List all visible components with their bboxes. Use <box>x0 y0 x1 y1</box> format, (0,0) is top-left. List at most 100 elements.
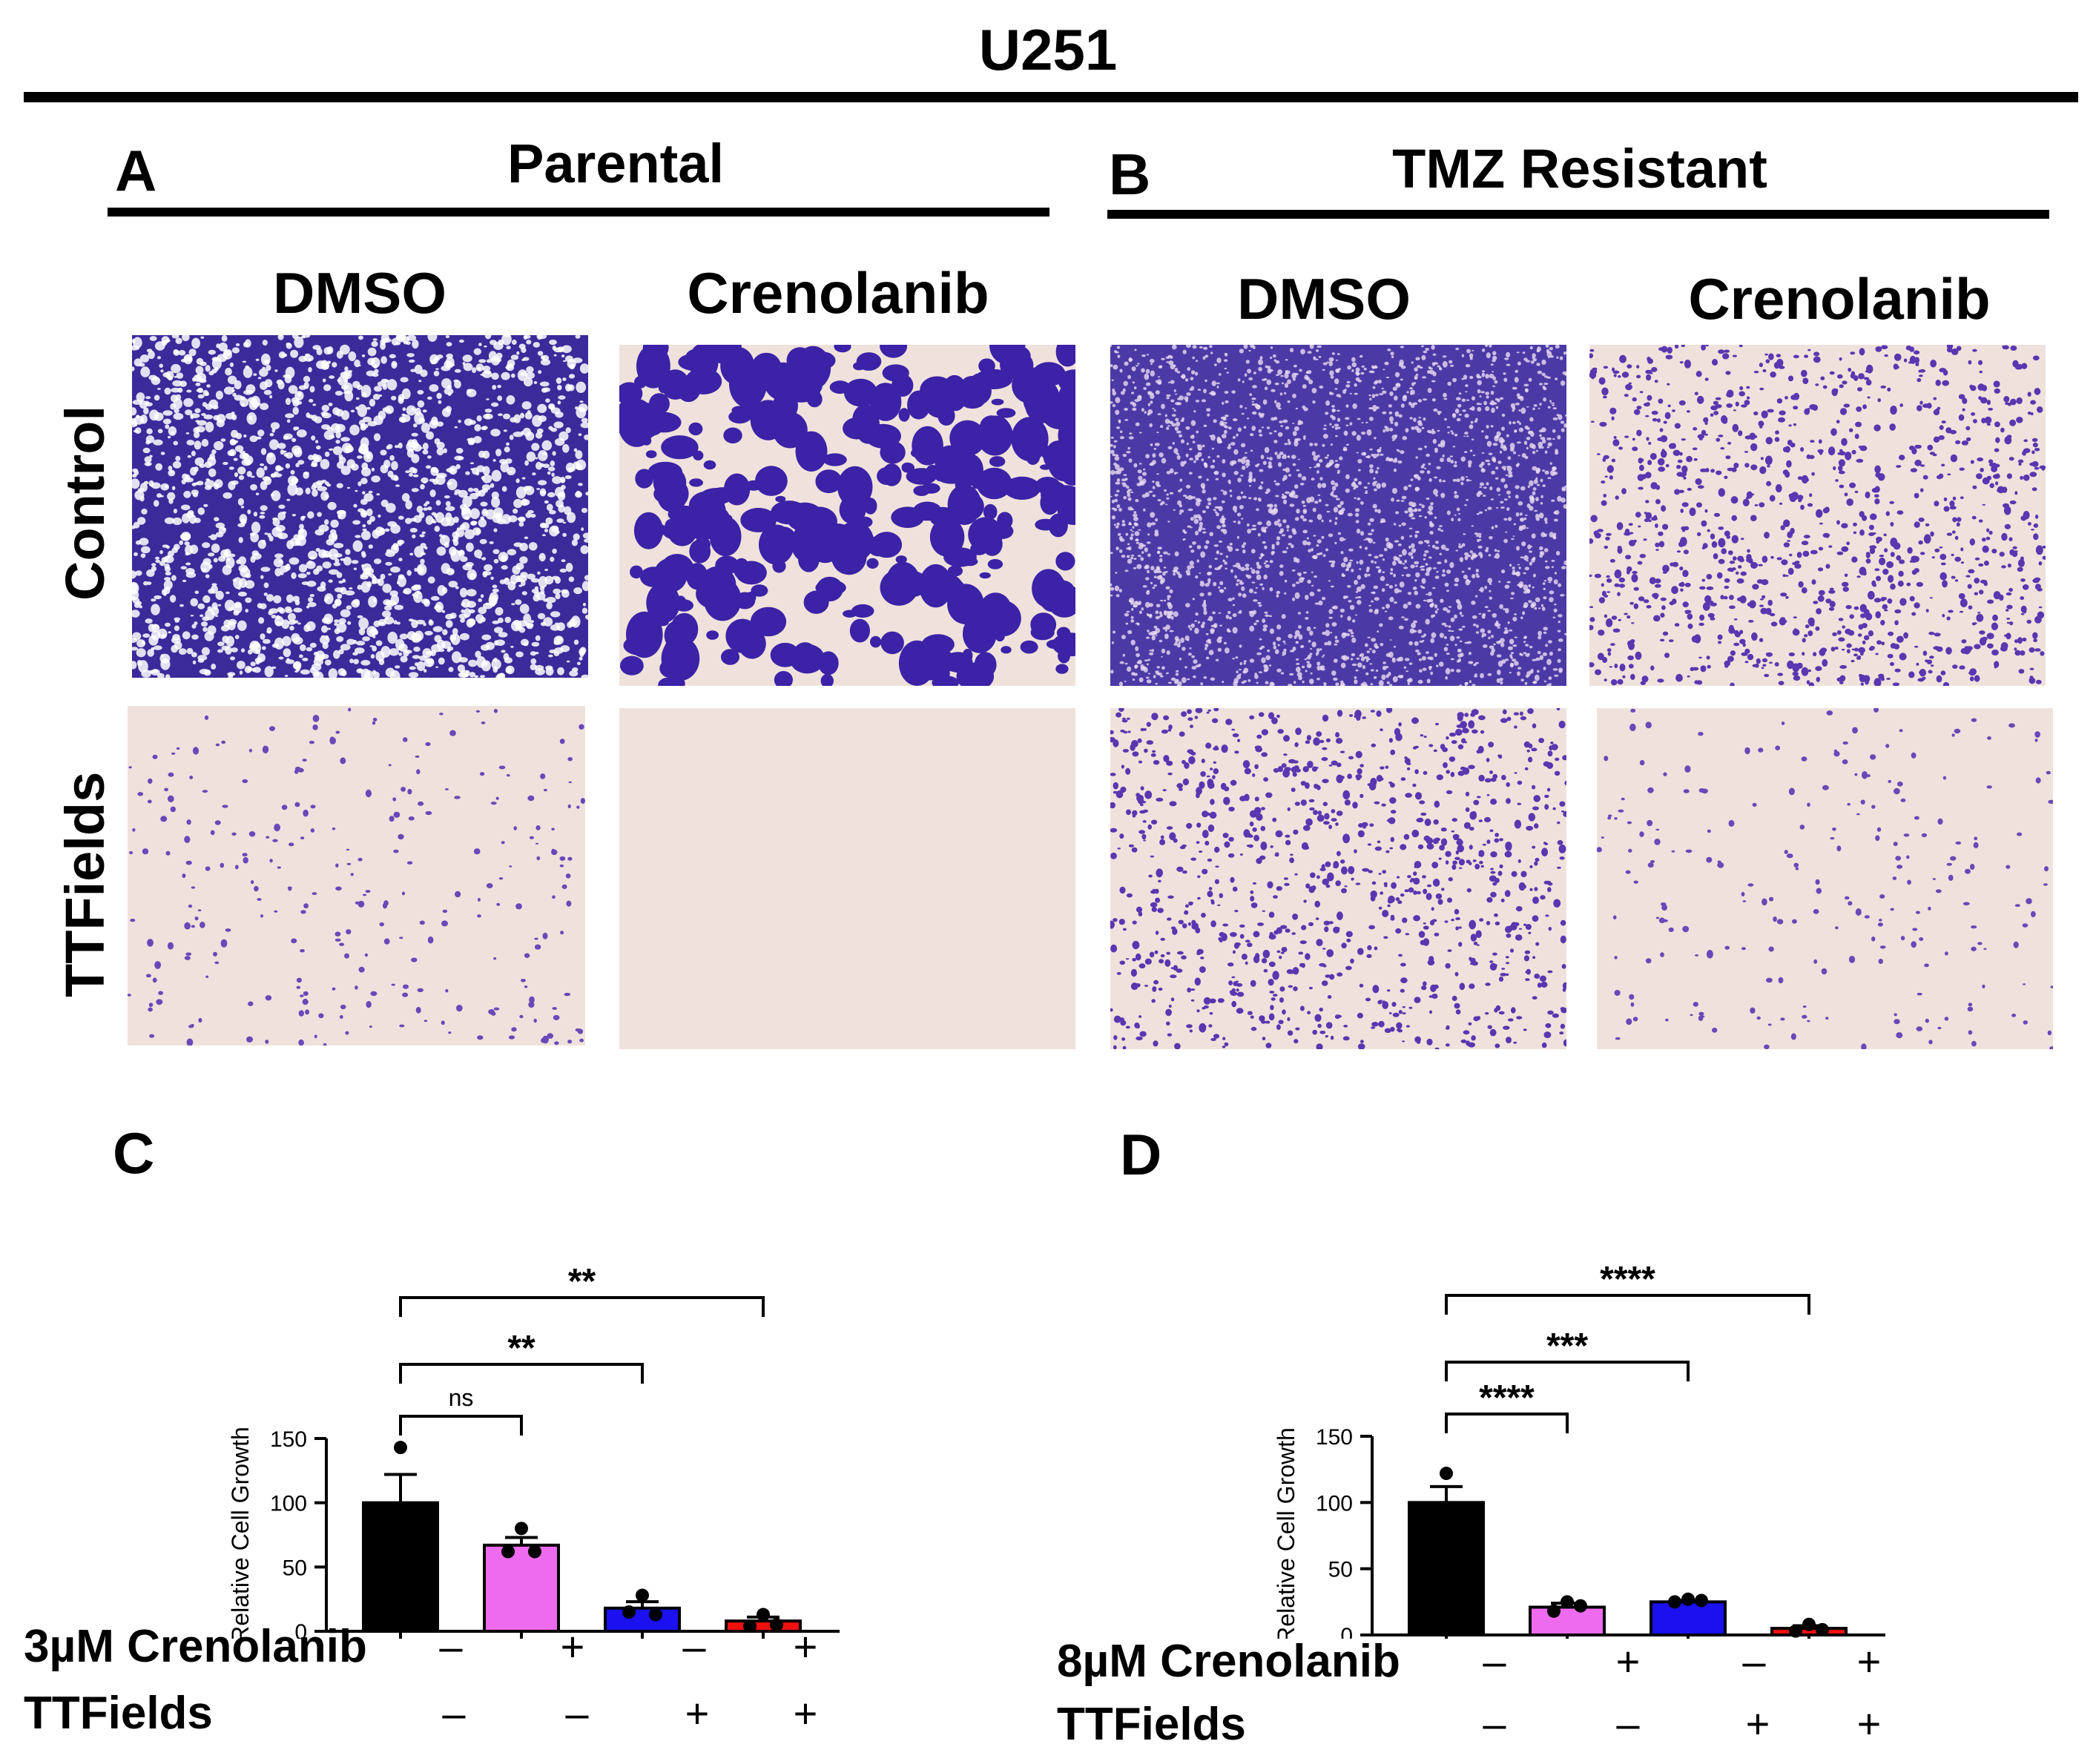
chart-c-data-point <box>528 1545 541 1559</box>
chart-c-svg: 0 50 100 150 Relative Cell Growth ns ** ** <box>227 1262 840 1645</box>
col-header-a-dmso: DMSO <box>273 260 446 326</box>
sign-d-0-0: – <box>1483 1638 1506 1685</box>
chart-c-data-point <box>501 1545 515 1559</box>
sign-c-1-0: – <box>442 1690 466 1737</box>
chart-d-bar <box>1650 1600 1727 1636</box>
micrograph-texture <box>1597 708 2053 1049</box>
sign-c-0-0: – <box>439 1623 463 1670</box>
treatment-label-d-crenolanib: 8µM Crenolanib <box>1057 1636 1400 1687</box>
micrograph-texture <box>1589 345 2046 686</box>
chart-d-data-point <box>1668 1595 1681 1609</box>
chart-d-bar <box>1408 1501 1485 1636</box>
col-header-b-crenolanib: Crenolanib <box>1688 266 1991 331</box>
micrograph-texture <box>128 706 585 1045</box>
sign-d-0-2: – <box>1742 1638 1766 1685</box>
row-label-control: Control <box>54 405 116 601</box>
chart-c-y-tick-label: 50 <box>283 1556 307 1580</box>
chart-d-comparison-bracket <box>1445 1361 1690 1381</box>
micrograph <box>1110 708 1566 1049</box>
row-label-ttfields: TTFields <box>54 771 116 997</box>
chart-d-data-point <box>1789 1624 1802 1638</box>
micrograph-texture <box>1110 345 1566 686</box>
micrograph <box>619 708 1075 1049</box>
chart-d-y-label: Relative Cell Growth <box>1273 1427 1299 1639</box>
chart-d-data-point <box>1426 1509 1440 1523</box>
chart-c-data-point <box>380 1524 394 1538</box>
chart-c-bar <box>483 1543 560 1633</box>
panel-a-rule <box>108 208 1049 217</box>
sign-d-1-2: + <box>1745 1700 1770 1747</box>
sign-c-0-2: – <box>682 1623 706 1670</box>
micrograph <box>128 706 585 1045</box>
panel-b-rule <box>1107 210 2049 219</box>
chart-d-data-point <box>1681 1592 1695 1606</box>
sign-d-0-3: + <box>1856 1638 1882 1685</box>
chart-d-comparison-bracket <box>1445 1294 1810 1315</box>
treatment-label-c-crenolanib: 3µM Crenolanib <box>24 1621 367 1672</box>
sign-c-1-1: – <box>565 1690 589 1737</box>
chart-c-significance-label: ** <box>568 1262 596 1301</box>
chart-d-y-tick-label: 100 <box>1316 1491 1353 1516</box>
panel-a-letter: A <box>115 138 157 203</box>
chart-c-data-point <box>649 1608 662 1622</box>
chart-c-bar <box>362 1501 439 1633</box>
chart-c: 0 50 100 150 Relative Cell Growth ns ** ** <box>215 1083 912 1645</box>
chart-d-data-point <box>1574 1599 1587 1613</box>
chart-d-comparison-bracket <box>1445 1413 1569 1433</box>
micrograph-texture <box>1110 708 1566 1049</box>
chart-d-y-tick-label: 150 <box>1316 1425 1353 1450</box>
sign-d-1-3: + <box>1856 1700 1882 1747</box>
chart-c-bar <box>604 1606 681 1633</box>
sign-c-1-2: + <box>685 1690 710 1737</box>
micrograph <box>619 345 1075 686</box>
chart-d-data-point <box>1440 1467 1453 1481</box>
panel-a-title: Parental <box>507 133 725 194</box>
chart-d-y-tick-label: 50 <box>1328 1558 1353 1582</box>
chart-d-data-point <box>1453 1511 1466 1525</box>
sign-c-0-3: + <box>793 1623 818 1670</box>
figure-title: U251 <box>978 17 1118 82</box>
chart-d-data-point <box>1695 1593 1708 1608</box>
micrograph <box>1110 345 1566 686</box>
chart-d-significance-label: *** <box>1546 1327 1588 1366</box>
micrograph <box>1597 708 2053 1049</box>
chart-c-y-tick-label: 0 <box>294 1620 307 1639</box>
chart-c-data-point <box>622 1605 636 1619</box>
chart-d: 0 50 100 150 Relative Cell Growth **** *** **** <box>1261 1083 1958 1648</box>
chart-c-data-point <box>407 1522 421 1536</box>
chart-d-significance-label: **** <box>1600 1260 1655 1299</box>
treatment-label-c-ttfields: TTFields <box>24 1688 213 1739</box>
treatment-label-d-ttfields: TTFields <box>1057 1699 1246 1750</box>
panel-b-letter: B <box>1109 142 1151 207</box>
chart-c-y-label: Relative Cell Growth <box>227 1427 254 1639</box>
chart-c-comparison-bracket <box>399 1363 644 1384</box>
sign-c-0-1: + <box>560 1623 585 1670</box>
chart-c-data-point <box>394 1441 407 1455</box>
sign-d-1-0: – <box>1483 1700 1506 1747</box>
panel-c-letter: C <box>113 1120 155 1186</box>
panel-d-letter: D <box>1120 1122 1162 1187</box>
micrograph <box>1589 345 2046 686</box>
chart-c-significance-label: ** <box>507 1329 535 1368</box>
micrograph-texture <box>619 708 1075 1049</box>
chart-c-comparison-bracket <box>399 1296 765 1317</box>
sign-d-1-1: – <box>1616 1700 1640 1747</box>
chart-d-data-point <box>1802 1617 1816 1631</box>
col-header-a-crenolanib: Crenolanib <box>687 260 989 326</box>
chart-d-bar <box>1529 1605 1606 1636</box>
chart-c-data-point <box>743 1619 757 1633</box>
micrograph-texture <box>619 345 1075 686</box>
chart-d-data-point <box>1547 1604 1561 1618</box>
micrograph-texture <box>132 335 588 678</box>
col-header-b-dmso: DMSO <box>1237 266 1411 331</box>
chart-c-data-point <box>636 1588 649 1602</box>
panel-b-title: TMZ Resistant <box>1392 138 1767 199</box>
chart-c-significance-label: ns <box>449 1384 474 1411</box>
chart-d-data-point <box>1816 1622 1829 1636</box>
chart-c-data-point <box>515 1522 528 1536</box>
title-rule <box>24 92 2078 102</box>
chart-d-data-point <box>1561 1595 1574 1609</box>
micrograph <box>132 335 588 678</box>
chart-c-comparison-bracket <box>399 1415 523 1436</box>
